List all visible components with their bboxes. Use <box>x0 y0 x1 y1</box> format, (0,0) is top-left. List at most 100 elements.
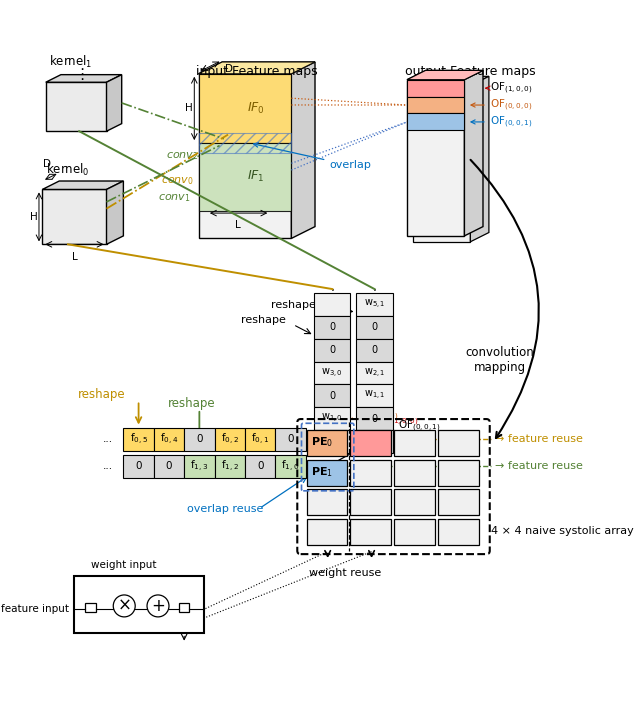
Bar <box>154 427 184 451</box>
Polygon shape <box>198 74 291 143</box>
Polygon shape <box>198 62 315 74</box>
Text: IF$_0$: IF$_0$ <box>247 101 265 116</box>
Text: f$_{0,2}$: f$_{0,2}$ <box>221 432 239 447</box>
Polygon shape <box>407 80 465 236</box>
Polygon shape <box>42 181 124 190</box>
Text: output Feature maps: output Feature maps <box>405 65 536 78</box>
Text: PE$_1$: PE$_1$ <box>311 465 333 479</box>
Bar <box>314 430 351 453</box>
Bar <box>245 454 275 478</box>
Bar <box>438 518 479 545</box>
Text: conv$_1$: conv$_1$ <box>158 192 191 204</box>
Polygon shape <box>291 62 315 238</box>
Text: H: H <box>30 212 38 222</box>
Text: ⋮: ⋮ <box>367 288 381 302</box>
Text: D: D <box>44 159 51 169</box>
Text: OF$_{(0,0,1)}$: OF$_{(0,0,1)}$ <box>397 419 440 434</box>
Text: 0: 0 <box>257 462 264 471</box>
Polygon shape <box>413 85 470 242</box>
Text: OF$_{(0,0,0)}$: OF$_{(0,0,0)}$ <box>471 98 532 113</box>
Bar <box>245 427 275 451</box>
Text: conv$_2$: conv$_2$ <box>166 150 199 162</box>
Bar <box>307 489 347 516</box>
Polygon shape <box>470 76 489 242</box>
Text: reshape: reshape <box>77 388 125 401</box>
Bar <box>124 427 154 451</box>
Text: 0: 0 <box>196 434 203 444</box>
Bar <box>356 430 393 453</box>
Text: H: H <box>186 103 193 113</box>
Text: f$_{1,2}$: f$_{1,2}$ <box>221 459 239 474</box>
Text: overlap reuse: overlap reuse <box>188 503 264 513</box>
Text: OF$_{(0,0,1)}$: OF$_{(0,0,1)}$ <box>471 114 532 130</box>
Bar <box>85 603 95 612</box>
Text: 0: 0 <box>329 322 335 332</box>
Bar <box>184 427 214 451</box>
Text: conv$_0$: conv$_0$ <box>161 175 193 187</box>
Bar <box>184 454 214 478</box>
Text: 0: 0 <box>371 322 378 332</box>
Bar <box>394 460 435 486</box>
Polygon shape <box>198 74 291 238</box>
Bar <box>314 362 351 384</box>
Text: w$_{0,0}$: w$_{0,0}$ <box>321 435 343 448</box>
Polygon shape <box>198 143 291 210</box>
Bar <box>356 316 393 339</box>
Text: reshape: reshape <box>271 300 316 310</box>
Polygon shape <box>106 181 124 244</box>
Polygon shape <box>407 80 465 97</box>
Text: f$_{0,1}$: f$_{0,1}$ <box>251 432 269 447</box>
Polygon shape <box>407 97 465 113</box>
Text: 0: 0 <box>287 434 294 444</box>
Bar <box>394 430 435 456</box>
Bar <box>275 454 306 478</box>
Text: 0: 0 <box>371 414 378 424</box>
Text: L: L <box>236 220 241 230</box>
Text: L: L <box>72 252 77 262</box>
Polygon shape <box>407 70 483 80</box>
Text: ×: × <box>117 597 131 615</box>
Text: ⋮: ⋮ <box>325 288 339 302</box>
Polygon shape <box>45 75 122 83</box>
Bar <box>438 430 479 456</box>
Bar <box>356 293 393 316</box>
Text: OF$_{(1,0,0)}$: OF$_{(1,0,0)}$ <box>486 80 532 96</box>
Bar <box>438 460 479 486</box>
Text: ...: ... <box>103 462 113 471</box>
Text: D: D <box>225 64 233 74</box>
Bar <box>307 430 347 456</box>
Text: feature input: feature input <box>1 604 69 614</box>
Bar <box>394 489 435 516</box>
Polygon shape <box>198 62 315 74</box>
Bar <box>351 430 391 456</box>
Polygon shape <box>407 113 465 131</box>
Polygon shape <box>407 70 483 80</box>
Text: kernel$_1$: kernel$_1$ <box>49 55 93 70</box>
Text: convolution
mapping: convolution mapping <box>465 345 534 373</box>
Circle shape <box>147 595 169 617</box>
Polygon shape <box>106 75 122 131</box>
Text: f$_{1,0}$: f$_{1,0}$ <box>282 459 300 474</box>
Text: reshape: reshape <box>241 315 286 325</box>
Bar <box>307 518 347 545</box>
Polygon shape <box>465 70 483 236</box>
Bar <box>351 460 391 486</box>
Bar <box>356 407 393 430</box>
Text: weight reuse: weight reuse <box>309 568 381 577</box>
Polygon shape <box>42 190 106 244</box>
Text: OF$_{(0,0,0)}$: OF$_{(0,0,0)}$ <box>356 407 399 422</box>
Polygon shape <box>45 83 106 131</box>
Text: f$_{1,3}$: f$_{1,3}$ <box>190 459 209 474</box>
Circle shape <box>113 595 135 617</box>
Text: 0: 0 <box>329 345 335 355</box>
Bar <box>179 603 189 612</box>
Text: 0: 0 <box>329 391 335 401</box>
Text: 0: 0 <box>371 345 378 355</box>
Bar <box>356 384 393 407</box>
Bar <box>275 427 306 451</box>
Bar <box>214 454 245 478</box>
Polygon shape <box>413 76 489 85</box>
Text: 4 × 4 naive systolic array: 4 × 4 naive systolic array <box>492 526 634 536</box>
Bar <box>351 518 391 545</box>
Text: 0: 0 <box>166 462 172 471</box>
